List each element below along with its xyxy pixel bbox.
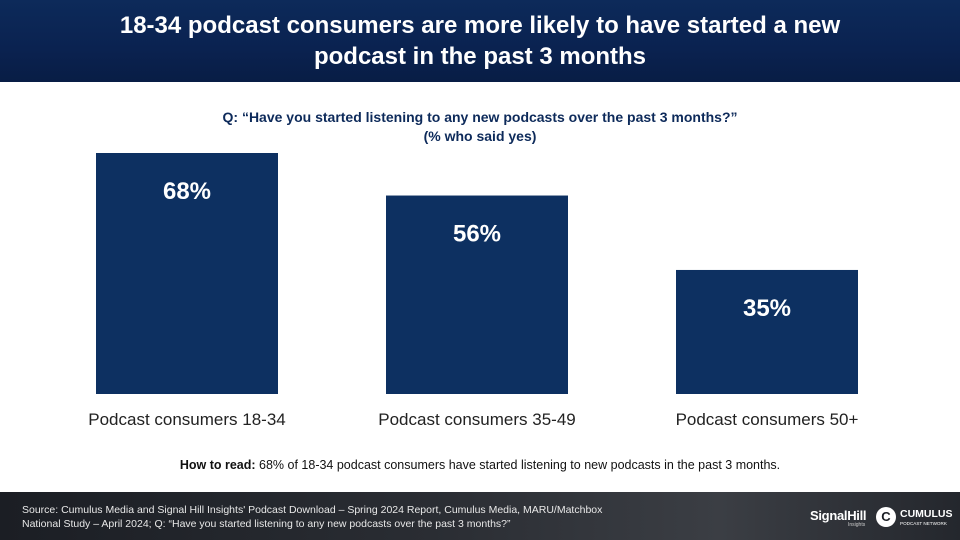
bar-value-label-1: 68% [163,178,211,205]
bar-2 [386,195,568,394]
source-line-1: Source: Cumulus Media and Signal Hill In… [22,504,603,516]
survey-question: Q: “Have you started listening to any ne… [0,108,960,146]
signal-hill-logo-text: SignalHill [810,508,867,523]
source-note: Source: Cumulus Media and Signal Hill In… [22,503,782,531]
signal-hill-logo-sub: Insights [848,522,866,528]
how-to-read: How to read: 68% of 18-34 podcast consum… [0,458,960,472]
bar-chart: 68% Podcast consumers 18-34 56% Podcast con… [88,153,859,429]
category-label-1: Podcast consumers 18-34 [88,410,286,429]
question-text: Q: “Have you started listening to any ne… [222,109,738,125]
bar-3 [676,269,858,394]
category-label-2: Podcast consumers 35-49 [378,410,576,429]
cumulus-logo-text: CUMULUS [900,508,953,520]
cumulus-logo-sub: PODCAST NETWORK [900,521,947,526]
source-line-2: National Study – April 2024; Q: “Have yo… [22,518,511,530]
page-title: 18-34 podcast consumers are more likely … [119,12,841,70]
question-subtitle: (% who said yes) [423,128,537,144]
bar-1 [96,153,278,394]
footer: Source: Cumulus Media and Signal Hill In… [0,492,960,540]
category-label-3: Podcast consumers 50+ [676,410,859,429]
header-banner: 18-34 podcast consumers are more likely … [0,0,960,82]
cumulus-logo: C CUMULUS PODCAST NETWORK [876,504,956,532]
signal-hill-logo: SignalHill Insights [810,507,872,533]
cumulus-mark-icon: C [876,507,896,527]
how-to-read-label: How to read: [179,458,256,472]
bar-value-label-2: 56% [453,221,501,248]
how-to-read-text: 68% of 18-34 podcast consumers have star… [255,458,781,472]
bar-value-label-3: 35% [743,295,791,322]
